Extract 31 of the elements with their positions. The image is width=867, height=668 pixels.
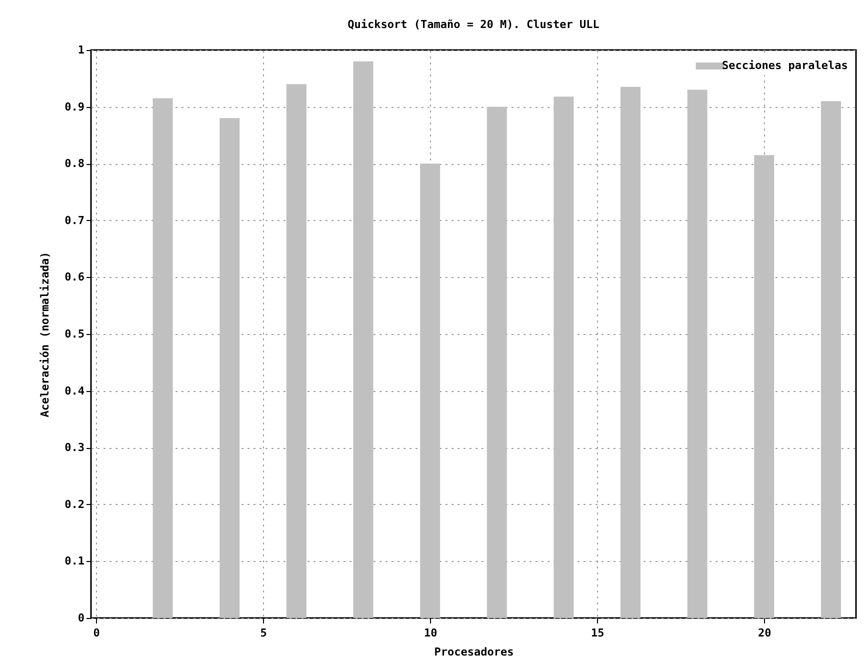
bar (486, 106, 507, 618)
y-tick-label: 0.8 (64, 157, 84, 170)
bar (286, 84, 306, 618)
y-tick-label: 0.9 (64, 100, 84, 114)
x-tick-label: 5 (260, 626, 267, 640)
bar (353, 61, 374, 618)
x-tick-label: 20 (758, 626, 772, 640)
bar (420, 164, 440, 618)
y-tick-label: 0.2 (64, 498, 84, 511)
bar (554, 96, 574, 618)
bar (687, 90, 708, 618)
y-tick-label: 0.1 (64, 554, 85, 568)
y-tick-label: 0.3 (64, 441, 84, 454)
y-tick-label: 0.5 (64, 328, 84, 340)
y-tick-label: 0.4 (64, 384, 85, 398)
y-tick-label: 0.7 (64, 214, 84, 227)
chart-title: Quicksort (Tamaño = 20 M). Cluster ULL (348, 18, 600, 31)
y-axis-title: Aceleración (normalizada) (38, 252, 52, 418)
x-tick-label: 15 (590, 626, 604, 640)
x-tick-label: 10 (424, 626, 438, 640)
legend-label: Secciones paralelas (722, 59, 848, 72)
bar (754, 155, 774, 618)
y-tick-label: 0 (78, 612, 84, 624)
x-axis-title: Procesadores (434, 646, 514, 658)
bar (220, 118, 240, 618)
y-tick-label: 1 (78, 44, 85, 56)
bar (152, 98, 173, 618)
bar (820, 101, 841, 618)
x-tick-label: 0 (93, 626, 100, 640)
bar (620, 86, 641, 618)
y-tick-label: 0.6 (64, 270, 85, 284)
